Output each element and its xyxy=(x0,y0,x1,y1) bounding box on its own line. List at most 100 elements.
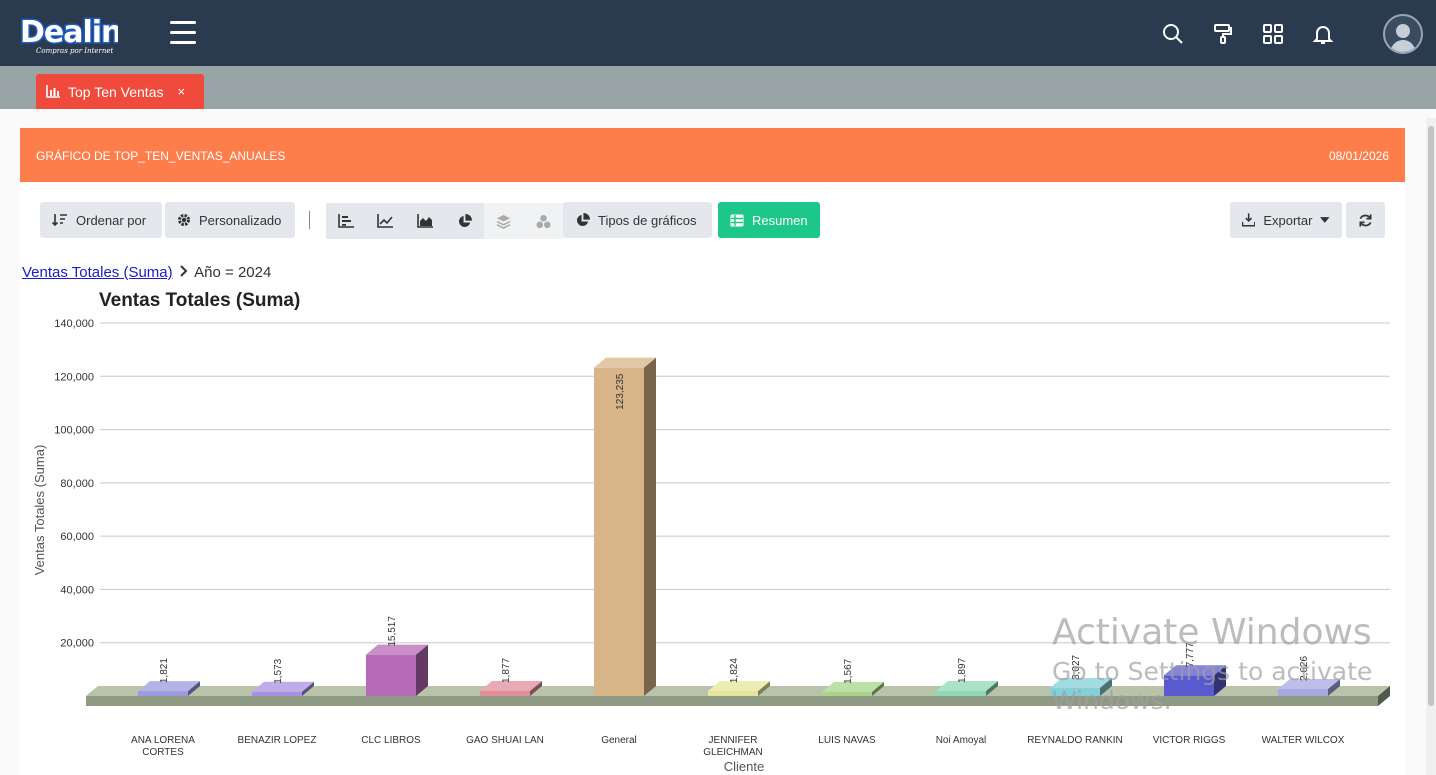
bar-side xyxy=(758,681,770,696)
bar-side xyxy=(416,644,428,696)
caret-down-icon xyxy=(1320,217,1330,223)
value-label: 2,626 xyxy=(1299,656,1310,681)
bar xyxy=(708,691,758,696)
value-label: 15,517 xyxy=(387,616,398,647)
scrollbar-thumb[interactable] xyxy=(1428,126,1434,706)
y-tick-label: 20,000 xyxy=(60,638,94,650)
toolbar-divider xyxy=(309,211,310,229)
line-chart-icon xyxy=(377,214,394,228)
svg-text:Dealin: Dealin xyxy=(20,15,118,50)
bar-chart: 020,00040,00060,00080,000100,000120,0001… xyxy=(32,318,1390,774)
gear-icon xyxy=(178,214,190,226)
value-label: 1,567 xyxy=(843,658,854,683)
x-tick-label: Noi Amoyal xyxy=(936,735,987,746)
bar-side xyxy=(530,680,542,696)
scrollbar[interactable] xyxy=(1426,118,1436,775)
tab-top-ten-ventas[interactable]: Top Ten Ventas × xyxy=(36,74,204,109)
bar xyxy=(1050,687,1100,696)
chart-type-group xyxy=(326,203,563,239)
bar xyxy=(138,691,188,696)
value-label: 7,777 xyxy=(1185,642,1196,667)
order-by-button[interactable]: Ordenar por xyxy=(40,202,162,238)
refresh-button[interactable] xyxy=(1346,202,1385,238)
menu-icon[interactable] xyxy=(170,21,196,45)
value-label: 1,897 xyxy=(957,657,968,682)
bubble-chart-type-button[interactable] xyxy=(523,203,563,239)
x-tick-label: ANA LORENA CORTES xyxy=(131,735,195,758)
chart-types-label: Tipos de gráficos xyxy=(598,212,697,228)
pie-chart-type-button[interactable] xyxy=(444,203,484,239)
bar xyxy=(594,367,644,696)
bar-chart-type-button[interactable] xyxy=(326,203,366,239)
refresh-icon xyxy=(1359,213,1372,227)
y-tick-label: 120,000 xyxy=(54,371,94,383)
floor-side xyxy=(1378,686,1390,706)
windows-watermark: Activate Windows Go to Settings to activ… xyxy=(1052,612,1372,715)
apps-grid-icon[interactable] xyxy=(1261,22,1285,46)
value-label: 1,824 xyxy=(729,658,740,683)
paint-roller-icon[interactable] xyxy=(1211,22,1235,46)
bar-top xyxy=(1278,679,1340,690)
y-tick-label: 60,000 xyxy=(60,531,94,543)
summary-label: Resumen xyxy=(752,212,808,228)
line-chart-type-button[interactable] xyxy=(365,203,405,239)
x-tick-label: GAO SHUAI LAN xyxy=(466,735,544,746)
value-label: 1,877 xyxy=(501,658,512,683)
bar-side xyxy=(302,681,314,696)
bar xyxy=(366,654,416,696)
bar-side xyxy=(986,680,998,696)
bar-side xyxy=(188,681,200,696)
breadcrumb-link[interactable]: Ventas Totales (Suma) xyxy=(22,264,173,281)
x-tick-label: REYNALDO RANKIN xyxy=(1027,735,1123,746)
x-tick-label: CLC LIBROS xyxy=(361,735,421,746)
export-button[interactable]: Exportar xyxy=(1230,202,1342,238)
bar xyxy=(480,690,530,696)
value-label: 1,573 xyxy=(273,658,284,683)
y-tick-label: 100,000 xyxy=(54,425,94,437)
panel-title: GRÁFICO DE TOP_TEN_VENTAS_ANUALES xyxy=(36,149,286,163)
top-bar: Dealin Compras por Internet xyxy=(0,0,1436,66)
breadcrumb: Ventas Totales (Suma) Año = 2024 xyxy=(22,264,271,281)
close-icon[interactable]: × xyxy=(177,84,186,99)
x-tick-label: General xyxy=(601,735,637,746)
export-label: Exportar xyxy=(1263,212,1313,228)
stacked-chart-type-button[interactable] xyxy=(484,203,524,239)
order-by-label: Ordenar por xyxy=(76,212,147,228)
watermark-line-1: Activate Windows xyxy=(1052,612,1372,653)
summary-button[interactable]: Resumen xyxy=(718,202,820,238)
pie-chart-icon xyxy=(458,213,472,227)
horizontal-bar-icon xyxy=(337,214,354,228)
x-tick-label: VICTOR RIGGS xyxy=(1153,735,1226,746)
bar-side xyxy=(1214,665,1226,696)
y-axis-label: Ventas Totales (Suma) xyxy=(32,445,47,576)
custom-button[interactable]: Personalizado xyxy=(165,202,295,238)
search-icon[interactable] xyxy=(1161,22,1185,46)
user-avatar[interactable] xyxy=(1383,14,1423,54)
sort-icon xyxy=(52,214,67,227)
watermark-line-2: Go to Settings to activate xyxy=(1052,657,1373,686)
bar-top xyxy=(822,681,884,692)
chart-title: Ventas Totales (Suma) xyxy=(99,290,301,311)
bar xyxy=(252,691,302,696)
dealin-logo[interactable]: Dealin Compras por Internet xyxy=(18,12,124,56)
panel-header: GRÁFICO DE TOP_TEN_VENTAS_ANUALES 08/01/… xyxy=(20,128,1405,182)
x-axis-label: Cliente xyxy=(724,759,764,774)
area-chart-type-button[interactable] xyxy=(405,203,445,239)
bar xyxy=(1164,675,1214,696)
x-tick-label: BENAZIR LOPEZ xyxy=(238,735,317,746)
bell-icon[interactable] xyxy=(1311,22,1335,46)
value-label: 3,027 xyxy=(1071,654,1082,679)
bar-side xyxy=(872,681,884,696)
bar-top xyxy=(708,681,770,692)
bar-top xyxy=(1164,665,1226,676)
tab-bar xyxy=(0,66,1436,109)
bar-top xyxy=(594,357,656,368)
bar-top xyxy=(1050,677,1112,688)
x-tick-label: LUIS NAVAS xyxy=(818,735,876,746)
bar-side xyxy=(1100,677,1112,696)
chart-types-button[interactable]: Tipos de gráficos xyxy=(563,202,712,238)
bar-top xyxy=(138,681,200,692)
floor-front xyxy=(86,696,1378,706)
bar-top xyxy=(252,681,314,692)
bar-side xyxy=(1328,679,1340,696)
